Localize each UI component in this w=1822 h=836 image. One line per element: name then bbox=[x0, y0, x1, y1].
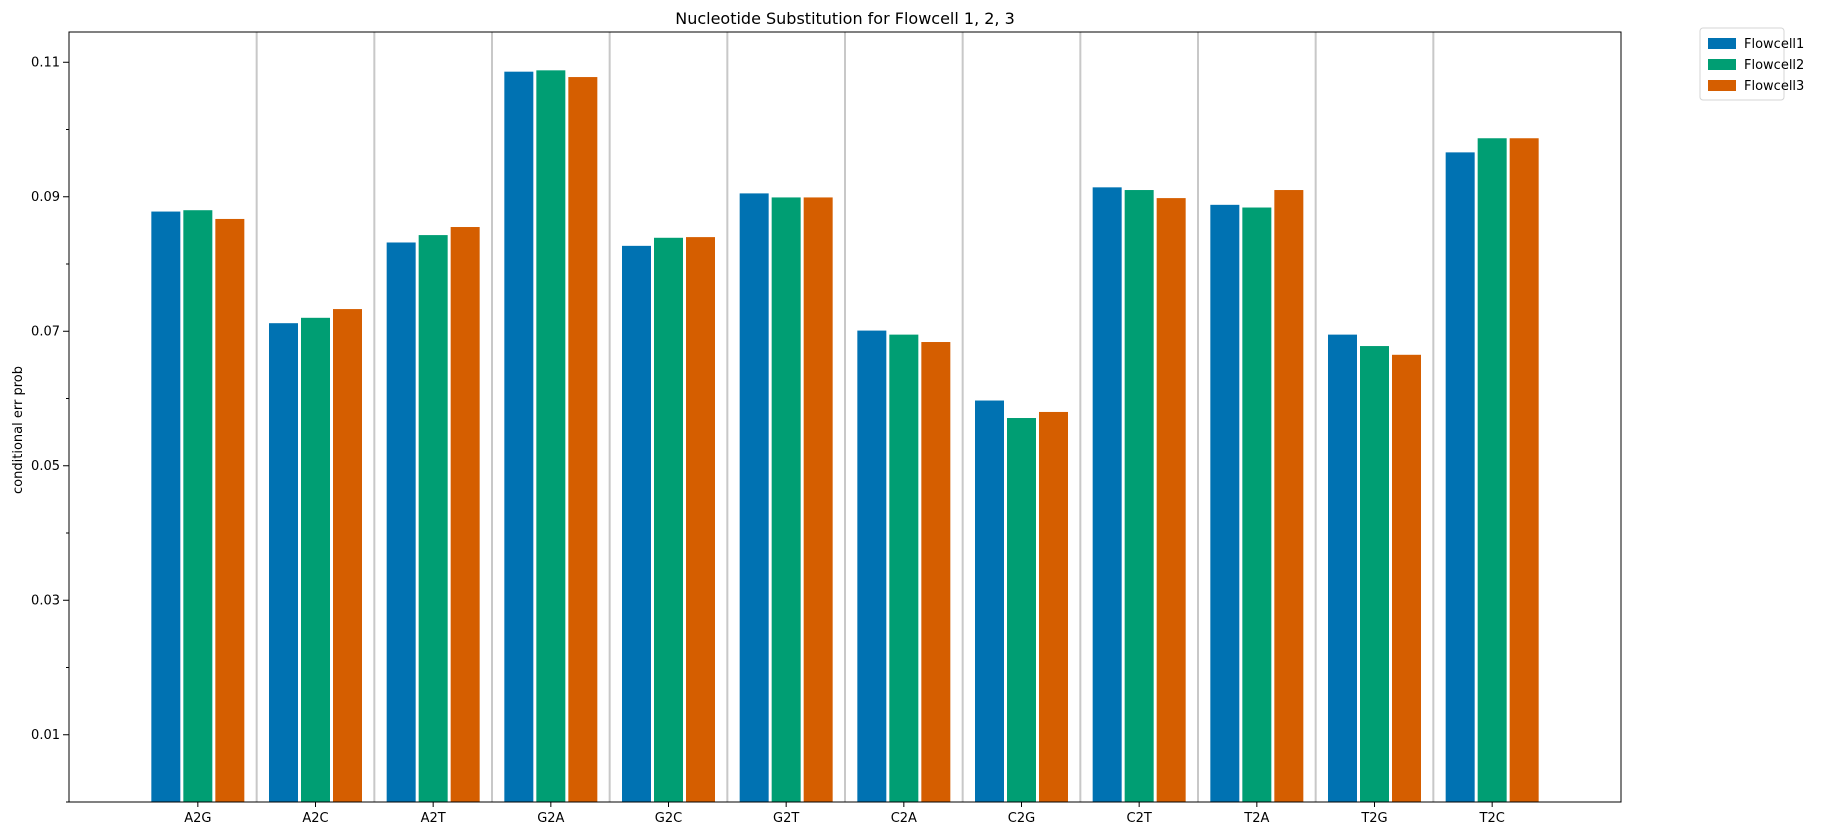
bar-a2t-flowcell2 bbox=[418, 235, 448, 803]
x-tick-label: A2G bbox=[184, 811, 211, 826]
bar-t2c-flowcell1 bbox=[1445, 152, 1475, 802]
y-axis-label: conditional err prob bbox=[11, 366, 26, 494]
legend-label-flowcell2: Flowcell2 bbox=[1744, 58, 1804, 73]
bar-g2t-flowcell1 bbox=[739, 193, 769, 802]
bar-c2t-flowcell1 bbox=[1092, 187, 1122, 802]
bar-g2a-flowcell1 bbox=[504, 71, 534, 802]
x-tick-label: T2C bbox=[1479, 811, 1505, 826]
y-tick-label: 0.01 bbox=[31, 728, 60, 743]
bar-t2g-flowcell1 bbox=[1328, 334, 1357, 802]
x-tick-label: C2T bbox=[1127, 811, 1152, 826]
bar-c2a-flowcell3 bbox=[921, 342, 951, 802]
bar-g2c-flowcell1 bbox=[622, 245, 651, 802]
bar-a2c-flowcell1 bbox=[269, 323, 298, 802]
bar-c2g-flowcell2 bbox=[1007, 418, 1036, 802]
category-separators bbox=[255, 32, 1435, 802]
bar-g2a-flowcell2 bbox=[536, 70, 566, 802]
y-tick-label: 0.11 bbox=[31, 55, 60, 70]
bar-c2a-flowcell2 bbox=[889, 334, 919, 802]
legend-swatch-flowcell2 bbox=[1708, 59, 1736, 70]
bar-c2t-flowcell2 bbox=[1124, 190, 1154, 803]
chart-title: Nucleotide Substitution for Flowcell 1, … bbox=[675, 9, 1015, 28]
bar-g2c-flowcell3 bbox=[686, 237, 715, 802]
y-tick-label: 0.07 bbox=[31, 324, 60, 339]
x-tick-label: G2T bbox=[773, 811, 799, 826]
bar-c2g-flowcell1 bbox=[975, 400, 1004, 802]
legend-swatch-flowcell1 bbox=[1708, 38, 1736, 49]
bar-c2g-flowcell3 bbox=[1039, 411, 1068, 802]
x-tick-label: C2A bbox=[891, 811, 917, 826]
bar-g2a-flowcell3 bbox=[568, 77, 598, 803]
x-tick-label: T2G bbox=[1360, 811, 1387, 826]
x-tick-label: T2A bbox=[1243, 811, 1269, 826]
bar-a2t-flowcell3 bbox=[450, 227, 480, 802]
x-tick-label: G2C bbox=[655, 811, 682, 826]
bar-a2c-flowcell3 bbox=[333, 309, 362, 802]
bar-t2g-flowcell2 bbox=[1360, 346, 1389, 802]
bar-t2a-flowcell3 bbox=[1274, 190, 1304, 803]
bar-a2g-flowcell1 bbox=[151, 211, 181, 803]
x-tick-label: C2G bbox=[1008, 811, 1035, 826]
y-tick-label: 0.09 bbox=[31, 190, 60, 205]
legend: Flowcell1 Flowcell2 Flowcell3 bbox=[1699, 27, 1804, 101]
bar-a2g-flowcell2 bbox=[183, 210, 213, 803]
bar-g2t-flowcell3 bbox=[803, 197, 833, 802]
bar-t2a-flowcell2 bbox=[1242, 207, 1272, 802]
x-tick-label: G2A bbox=[537, 811, 564, 826]
bar-c2a-flowcell1 bbox=[857, 330, 887, 802]
bar-g2t-flowcell2 bbox=[771, 197, 801, 802]
legend-swatch-flowcell3 bbox=[1708, 80, 1736, 91]
plot-frame bbox=[68, 31, 1622, 803]
bar-t2c-flowcell2 bbox=[1477, 138, 1507, 802]
bar-t2a-flowcell1 bbox=[1210, 204, 1240, 802]
y-axis: 0.01 0.03 0.05 0.07 0.09 0.11 bbox=[31, 55, 69, 803]
y-tick-label: 0.03 bbox=[31, 593, 60, 608]
legend-label-flowcell1: Flowcell1 bbox=[1744, 37, 1804, 52]
y-tick-label: 0.05 bbox=[31, 459, 60, 474]
legend-label-flowcell3: Flowcell3 bbox=[1744, 79, 1804, 94]
x-axis: A2G A2C A2T G2A G2C G2T C2A C2G C2T T2A T2G T2C bbox=[184, 802, 1505, 826]
bar-a2t-flowcell1 bbox=[386, 242, 416, 803]
bar-a2c-flowcell2 bbox=[301, 317, 330, 802]
x-tick-label: A2C bbox=[302, 811, 328, 826]
bar-g2c-flowcell2 bbox=[654, 237, 683, 802]
bar-t2g-flowcell3 bbox=[1392, 354, 1421, 802]
bars bbox=[151, 70, 1539, 803]
bar-c2t-flowcell3 bbox=[1156, 198, 1186, 802]
bar-a2g-flowcell3 bbox=[215, 218, 245, 802]
x-tick-label: A2T bbox=[421, 811, 446, 826]
bar-t2c-flowcell3 bbox=[1509, 138, 1539, 802]
